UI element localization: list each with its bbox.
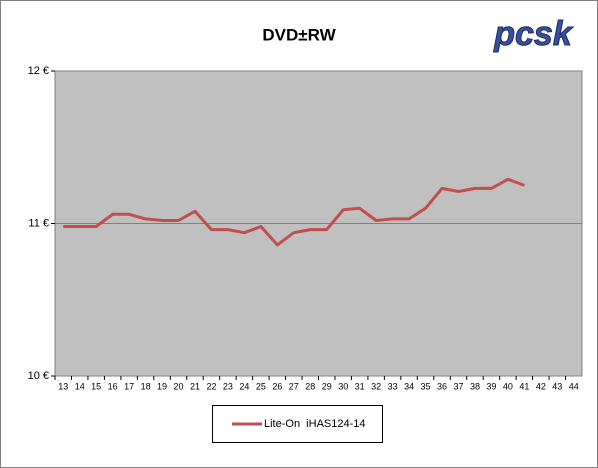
x-tick-label: 39 <box>486 381 496 391</box>
y-tick-label: 10 € <box>28 370 49 382</box>
x-tick-label: 41 <box>519 381 529 391</box>
x-tick-label: 31 <box>355 381 365 391</box>
y-tick-label: 12 € <box>28 65 49 77</box>
x-tick-label: 23 <box>223 381 233 391</box>
x-tick-label: 22 <box>206 381 216 391</box>
logo: pcsk <box>493 15 574 53</box>
x-tick-label: 26 <box>272 381 282 391</box>
x-tick-label: 15 <box>91 381 101 391</box>
x-tick-label: 27 <box>289 381 299 391</box>
x-tick-label: 33 <box>388 381 398 391</box>
x-tick-label: 32 <box>371 381 381 391</box>
x-tick-label: 20 <box>174 381 184 391</box>
x-tick-label: 42 <box>536 381 546 391</box>
x-tick-label: 16 <box>108 381 118 391</box>
legend-label: Lite-On iHAS124-14 <box>264 418 366 430</box>
x-tick-label: 35 <box>421 381 431 391</box>
x-tick-label: 29 <box>322 381 332 391</box>
x-tick-label: 30 <box>338 381 348 391</box>
x-tick-label: 18 <box>141 381 151 391</box>
y-tick-label: 11 € <box>28 217 49 229</box>
x-tick-label: 24 <box>239 381 249 391</box>
x-tick-label: 44 <box>569 381 579 391</box>
x-tick-label: 43 <box>552 381 562 391</box>
x-tick-label: 38 <box>470 381 480 391</box>
series-line <box>63 177 525 247</box>
x-tick-label: 25 <box>256 381 266 391</box>
x-tick-label: 19 <box>157 381 167 391</box>
x-tick-label: 37 <box>453 381 463 391</box>
x-tick-label: 36 <box>437 381 447 391</box>
x-tick-label: 28 <box>305 381 315 391</box>
x-tick-label: 13 <box>58 381 68 391</box>
x-tick-label: 17 <box>124 381 134 391</box>
chart-title: DVD±RW <box>262 25 336 44</box>
x-tick-label: 40 <box>503 381 513 391</box>
x-tick-label: 14 <box>75 381 85 391</box>
x-tick-label: 34 <box>404 381 414 391</box>
x-tick-label: 21 <box>190 381 200 391</box>
